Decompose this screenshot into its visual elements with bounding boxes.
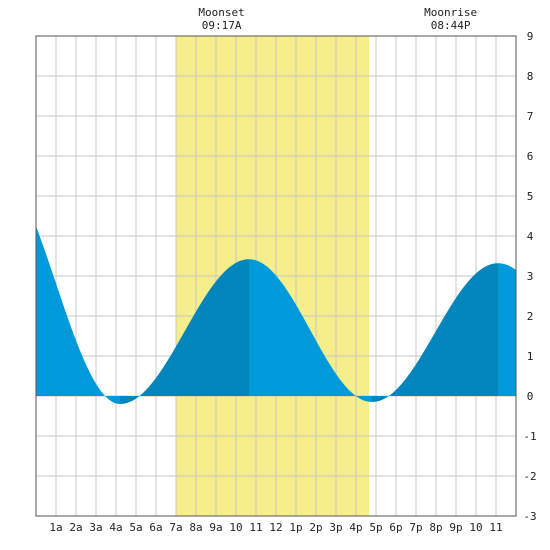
x-tick-label: 5a	[129, 521, 142, 534]
x-tick-label: 4p	[349, 521, 362, 534]
x-tick-label: 6p	[389, 521, 402, 534]
y-tick-label: 5	[527, 190, 534, 203]
y-tick-label: -2	[523, 470, 536, 483]
y-tick-label: -3	[523, 510, 536, 523]
y-tick-label: 9	[527, 30, 534, 43]
plot-border	[35, 35, 517, 517]
moon-event-time: 08:44P	[431, 19, 471, 32]
x-tick-label: 6a	[149, 521, 162, 534]
x-tick-label: 3p	[329, 521, 342, 534]
tide-area	[36, 226, 516, 404]
x-tick-label: 11	[249, 521, 262, 534]
y-tick-label: 4	[527, 230, 534, 243]
x-tick-label: 2a	[69, 521, 82, 534]
x-axis-ticks: 1a 2a 3a 4a 5a 6a 7a 8a 9a 10 11 12 1p 2p 3p 4p 5p 6p 7p 8p…	[49, 521, 502, 534]
x-tick-label: 9p	[449, 521, 462, 534]
x-tick-label: 10	[229, 521, 242, 534]
y-tick-label: 7	[527, 110, 534, 123]
tide-segment-rising	[120, 259, 249, 404]
tide-segment-rising	[372, 263, 498, 402]
x-tick-label: 1p	[289, 521, 302, 534]
moon-event-label: Moonrise	[424, 6, 477, 19]
x-tick-label: 8a	[189, 521, 202, 534]
x-tick-label: 5p	[369, 521, 382, 534]
x-tick-label: 2p	[309, 521, 322, 534]
x-tick-label: 3a	[89, 521, 102, 534]
x-tick-label: 7p	[409, 521, 422, 534]
x-tick-label: 8p	[429, 521, 442, 534]
x-tick-label: 10	[469, 521, 482, 534]
x-tick-label: 12	[269, 521, 282, 534]
moon-event-label: Moonset	[198, 6, 244, 19]
y-tick-label: 2	[527, 310, 534, 323]
y-tick-label: 3	[527, 270, 534, 283]
y-tick-label: 8	[527, 70, 534, 83]
y-tick-label: 6	[527, 150, 534, 163]
tide-segment-falling	[249, 259, 372, 402]
x-tick-label: 7a	[169, 521, 182, 534]
x-tick-label: 11	[489, 521, 502, 534]
moon-event-time: 09:17A	[202, 19, 242, 32]
y-tick-label: -1	[523, 430, 536, 443]
x-tick-label: 1a	[49, 521, 62, 534]
tide-segment-falling	[498, 263, 516, 396]
x-tick-label: 4a	[109, 521, 122, 534]
tide-segment-falling	[36, 226, 120, 404]
y-tick-label: 1	[527, 350, 534, 363]
x-tick-label: 9a	[209, 521, 222, 534]
y-axis-ticks: -3 -2 -1 0 1 2 3 4 5 6 7 8 9	[523, 30, 536, 523]
y-tick-label: 0	[527, 390, 534, 403]
